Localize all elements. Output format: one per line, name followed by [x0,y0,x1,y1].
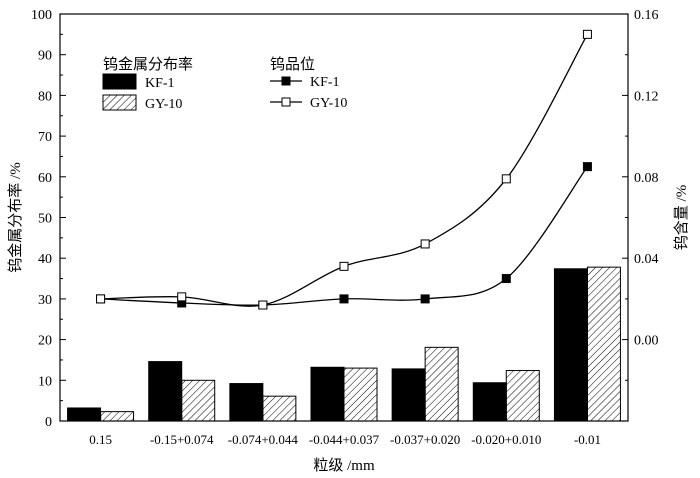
bar-gy-10-4 [424,346,459,422]
x-tick-label: -0.020+0.010 [471,432,541,447]
right-tick-label: 0.00 [634,334,659,349]
left-tick-label: 40 [38,252,52,267]
marker-gy-10-6 [582,29,592,39]
line-legend-title: 钨品位 [270,56,315,73]
marker-gy-10-2 [258,300,268,310]
left-tick-label: 50 [38,212,52,227]
left-tick-label: 70 [38,130,52,145]
bar-gy-10-2 [262,395,297,422]
marker-kf-1-4 [420,294,430,304]
legend: 钨金属分布率 KF-1 GY-10 钨品位 KF-1 GY-10 [102,56,347,112]
x-tick-label: -0.044+0.037 [309,432,380,447]
bar-gy-10-3 [343,367,378,422]
right-tick-label: 0.16 [634,8,659,23]
bar-kf-1-4 [391,368,426,422]
left-axis-title: 钨金属分布率 /% [7,162,24,272]
line-kf-1 [100,166,588,306]
bar-kf-1-2 [229,383,264,422]
left-tick-label: 100 [31,8,52,23]
bar-gy-10-6 [586,266,621,422]
x-tick-label: -0.01 [574,432,601,447]
x-tick-label: -0.037+0.020 [390,432,460,447]
plot-area: 0 10 20 30 40 50 60 70 80 90 100 0.00 0.04 0.08 0.12 0.… [7,8,690,474]
bar-legend-title: 钨金属分布率 [103,56,193,73]
legend-label-line-kf-1: KF-1 [310,75,340,90]
legend-label-bar-gy-10: GY-10 [145,97,182,112]
marker-gy-10-5 [501,174,511,184]
marker-gy-10-4 [420,239,430,249]
bar-kf-1-0 [67,407,102,422]
right-tick-label: 0.12 [634,89,659,104]
x-tick-label: -0.15+0.074 [150,432,214,447]
left-tick-label: 20 [38,334,52,349]
legend-label-bar-kf-1: KF-1 [145,76,175,91]
left-tick-label: 0 [45,415,52,430]
marker-gy-10-3 [339,261,349,271]
bar-gy-10-0 [100,411,135,422]
legend-marker-gy-10 [281,97,291,107]
x-axis-title: 粒级 /mm [313,457,375,474]
left-tick-label: 30 [38,293,52,308]
left-tick-label: 80 [38,89,52,104]
marker-kf-1-6 [582,162,592,172]
left-tick-label: 90 [38,49,52,64]
legend-marker-kf-1 [281,76,291,86]
left-tick-label: 10 [38,374,52,389]
right-tick-label: 0.08 [634,171,659,186]
bar-gy-10-5 [505,370,540,422]
legend-swatch-gy-10 [102,94,137,111]
marker-gy-10-1 [177,292,187,302]
bar-kf-1-5 [472,382,507,422]
marker-gy-10-0 [96,294,106,304]
legend-swatch-kf-1 [102,73,137,90]
bar-gy-10-1 [181,379,216,422]
bar-kf-1-1 [148,361,183,422]
x-tick-label: -0.074+0.044 [228,432,299,447]
marker-kf-1-3 [339,294,349,304]
bar-kf-1-3 [310,366,345,422]
legend-label-line-gy-10: GY-10 [310,96,347,111]
bar-kf-1-6 [553,268,588,422]
left-tick-label: 60 [38,171,52,186]
right-tick-label: 0.04 [634,252,659,267]
right-axis-title: 钨含量 /% [673,185,690,250]
x-tick-label: 0.15 [89,432,112,447]
marker-kf-1-5 [501,274,511,284]
